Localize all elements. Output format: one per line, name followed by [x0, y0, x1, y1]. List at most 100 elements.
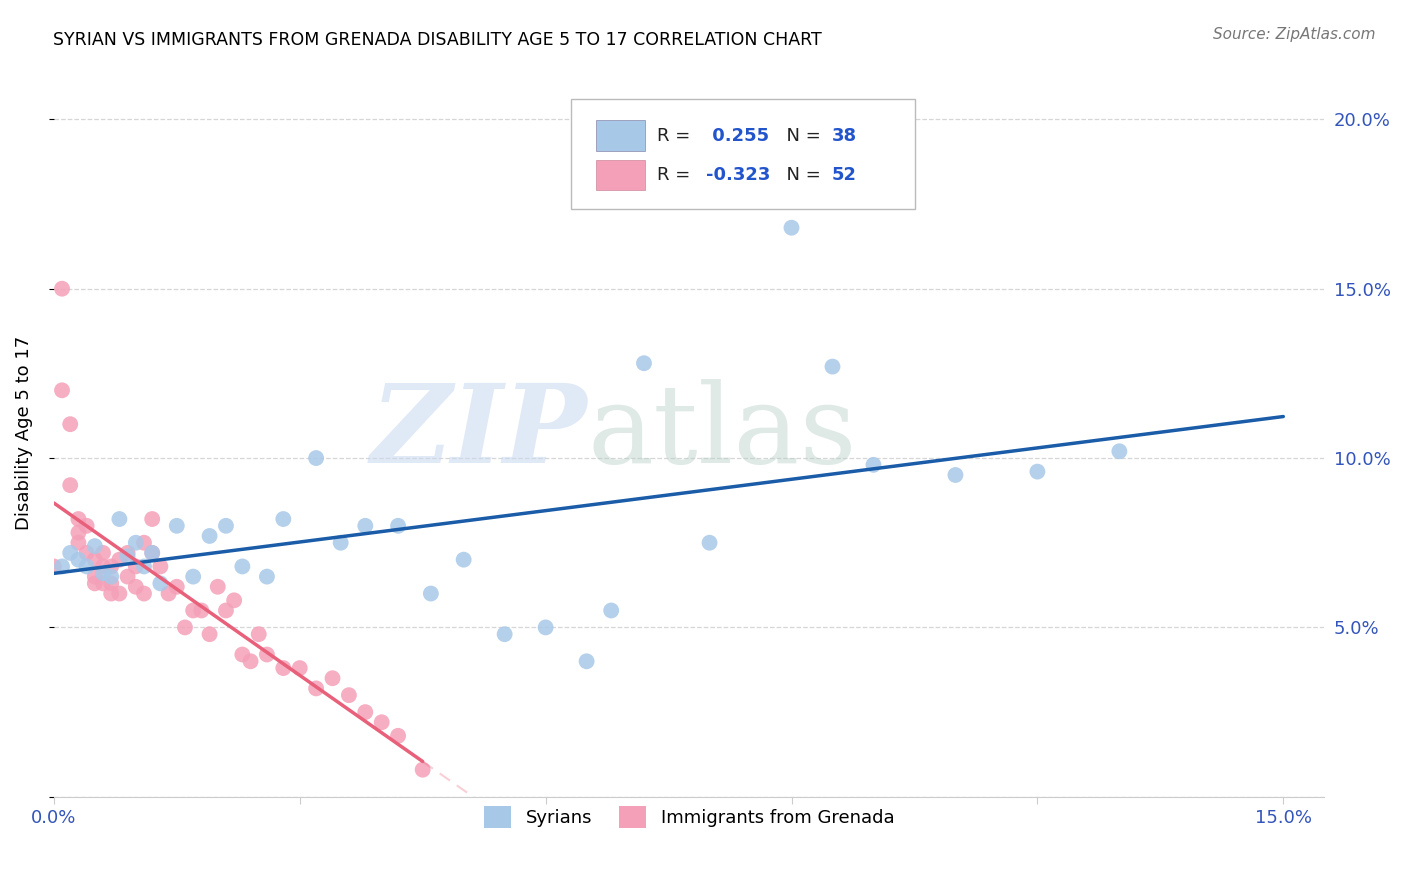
Y-axis label: Disability Age 5 to 17: Disability Age 5 to 17 [15, 335, 32, 530]
Point [239, 654, 262, 668]
Point [821, 359, 844, 374]
Point [387, 518, 409, 533]
Point [575, 654, 598, 668]
Point [780, 220, 803, 235]
Point [83, 552, 105, 566]
Point [132, 586, 155, 600]
Point [354, 705, 377, 719]
Point [141, 546, 163, 560]
Point [141, 546, 163, 560]
Text: N =: N = [776, 127, 827, 145]
Point [132, 559, 155, 574]
Point [215, 603, 238, 617]
Point [387, 729, 409, 743]
Point [329, 535, 352, 549]
Point [288, 661, 311, 675]
Point [273, 512, 295, 526]
Point [108, 512, 131, 526]
Text: 38: 38 [831, 127, 856, 145]
Point [1026, 465, 1049, 479]
Bar [596, 160, 644, 190]
Point [198, 529, 221, 543]
Point [157, 586, 180, 600]
Point [207, 580, 229, 594]
Point [100, 586, 122, 600]
Point [633, 356, 655, 370]
Point [91, 576, 114, 591]
Point [59, 417, 82, 432]
Point [83, 539, 105, 553]
Text: N =: N = [776, 166, 827, 184]
Point [59, 478, 82, 492]
Point [181, 603, 204, 617]
Point [862, 458, 884, 472]
Point [91, 566, 114, 581]
Legend: Syrians, Immigrants from Grenada: Syrians, Immigrants from Grenada [477, 798, 901, 835]
Point [231, 648, 253, 662]
Point [198, 627, 221, 641]
Point [125, 559, 148, 574]
Point [51, 559, 73, 574]
Point [224, 593, 246, 607]
Point [42, 559, 65, 574]
Text: 52: 52 [831, 166, 856, 184]
Point [67, 525, 90, 540]
Point [699, 535, 721, 549]
Text: 0.255: 0.255 [706, 127, 769, 145]
Point [100, 559, 122, 574]
Point [181, 569, 204, 583]
Point [305, 681, 328, 696]
Point [321, 671, 343, 685]
Point [256, 569, 278, 583]
Point [83, 576, 105, 591]
Point [67, 512, 90, 526]
Point [117, 569, 139, 583]
Point [76, 546, 98, 560]
Point [494, 627, 516, 641]
Point [67, 552, 90, 566]
Text: R =: R = [657, 166, 696, 184]
Point [412, 763, 434, 777]
Point [600, 603, 623, 617]
Point [453, 552, 475, 566]
Point [108, 586, 131, 600]
Point [76, 559, 98, 574]
Point [149, 559, 172, 574]
Point [76, 518, 98, 533]
Text: atlas: atlas [588, 379, 858, 486]
Point [337, 688, 360, 702]
Point [166, 518, 188, 533]
Point [117, 549, 139, 564]
Point [534, 620, 557, 634]
Text: SYRIAN VS IMMIGRANTS FROM GRENADA DISABILITY AGE 5 TO 17 CORRELATION CHART: SYRIAN VS IMMIGRANTS FROM GRENADA DISABI… [53, 31, 823, 49]
Bar [596, 120, 644, 151]
Point [51, 384, 73, 398]
Point [83, 569, 105, 583]
Point [305, 451, 328, 466]
Point [166, 580, 188, 594]
Point [354, 518, 377, 533]
Point [100, 569, 122, 583]
Point [91, 546, 114, 560]
Text: ZIP: ZIP [371, 379, 588, 486]
Point [59, 546, 82, 560]
Point [125, 580, 148, 594]
Point [132, 535, 155, 549]
Point [125, 535, 148, 549]
Point [149, 576, 172, 591]
Point [100, 576, 122, 591]
Text: R =: R = [657, 127, 696, 145]
Point [215, 518, 238, 533]
Point [141, 512, 163, 526]
Point [108, 552, 131, 566]
Point [190, 603, 212, 617]
Point [1108, 444, 1130, 458]
Point [117, 546, 139, 560]
Point [945, 468, 967, 483]
Point [91, 559, 114, 574]
Point [273, 661, 295, 675]
FancyBboxPatch shape [571, 99, 915, 209]
Point [370, 715, 392, 730]
Text: Source: ZipAtlas.com: Source: ZipAtlas.com [1212, 27, 1375, 42]
Point [174, 620, 197, 634]
